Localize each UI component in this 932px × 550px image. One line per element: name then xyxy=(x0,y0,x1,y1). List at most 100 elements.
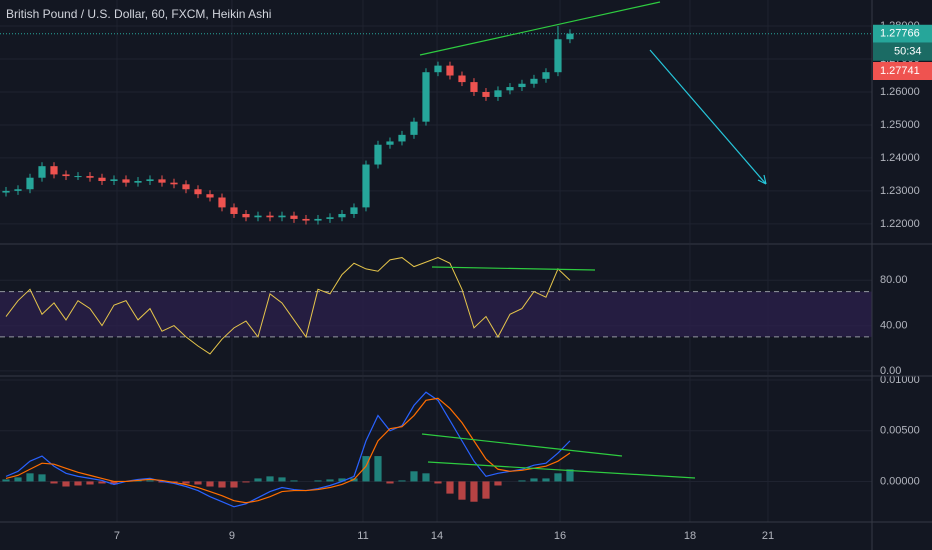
histogram-bar xyxy=(86,481,94,485)
candle-body xyxy=(2,190,10,193)
candle-body xyxy=(146,179,154,182)
candle-body xyxy=(530,78,538,84)
candle-body xyxy=(566,33,574,40)
candle-body xyxy=(290,215,298,219)
chart-title: British Pound / U.S. Dollar, 60, FXCM, H… xyxy=(6,7,271,21)
y-tick-label: 0.00 xyxy=(880,365,901,377)
candle-body xyxy=(98,177,106,182)
candle-body xyxy=(374,144,382,165)
y-tick-label: 1.23000 xyxy=(880,185,920,197)
candle-body xyxy=(170,182,178,185)
candle-body xyxy=(278,215,286,218)
histogram-bar xyxy=(38,474,46,482)
histogram-bar xyxy=(566,469,574,482)
candle-body xyxy=(422,72,430,122)
histogram-bar xyxy=(110,481,118,485)
histogram-bar xyxy=(446,481,454,494)
trend-line xyxy=(427,461,696,479)
countdown-label: 50:34 xyxy=(894,46,922,58)
histogram-bar xyxy=(374,456,382,482)
candle-body xyxy=(266,215,274,218)
price-label-box xyxy=(873,62,932,80)
y-tick-label: 1.24000 xyxy=(880,152,920,164)
macd-line xyxy=(5,391,571,508)
y-tick-label: 0.00000 xyxy=(880,475,920,487)
candle-body xyxy=(134,181,142,183)
x-tick-label: 14 xyxy=(431,530,443,542)
histogram-bar xyxy=(554,473,562,482)
histogram-bar xyxy=(230,481,238,488)
candle-body xyxy=(482,91,490,97)
candle-body xyxy=(182,184,190,190)
histogram-bar xyxy=(2,479,10,482)
candle-body xyxy=(26,177,34,190)
candle-body xyxy=(506,87,514,91)
candle-body xyxy=(338,213,346,218)
candle-body xyxy=(122,179,130,183)
arrow-line xyxy=(649,49,767,185)
candle-body xyxy=(446,65,454,76)
trend-line xyxy=(421,433,623,457)
rsi-band xyxy=(0,291,872,337)
y-tick-label: 1.26000 xyxy=(880,86,920,98)
histogram-bar xyxy=(278,477,286,482)
price-label-box xyxy=(873,24,932,43)
candle-body xyxy=(434,65,442,73)
candle-body xyxy=(86,176,94,178)
y-tick-label: 0.00500 xyxy=(880,425,920,437)
trend-line xyxy=(431,266,596,271)
histogram-bar xyxy=(410,471,418,482)
y-tick-label: 1.22000 xyxy=(880,218,920,230)
histogram-bar xyxy=(314,480,322,482)
candle-body xyxy=(14,189,22,191)
candle-body xyxy=(230,207,238,214)
histogram-bar xyxy=(326,479,334,482)
candle-body xyxy=(398,134,406,142)
x-tick-label: 9 xyxy=(229,530,235,542)
candle-body xyxy=(38,166,46,178)
histogram-bar xyxy=(14,477,22,482)
histogram-bar xyxy=(218,481,226,488)
histogram-bar xyxy=(74,481,82,486)
candle-body xyxy=(74,176,82,178)
candle-body xyxy=(554,39,562,73)
histogram-bar xyxy=(62,481,70,487)
candle-body xyxy=(254,215,262,218)
histogram-bar xyxy=(338,478,346,482)
histogram-bar xyxy=(398,480,406,482)
countdown-box xyxy=(873,42,932,61)
candle-body xyxy=(158,179,166,183)
histogram-bar xyxy=(194,481,202,485)
prev-price-label: 1.27741 xyxy=(880,65,920,77)
x-tick-label: 21 xyxy=(762,530,774,542)
x-tick-label: 7 xyxy=(114,530,120,542)
candle-body xyxy=(242,213,250,218)
candle-body xyxy=(470,82,478,92)
histogram-bar xyxy=(470,481,478,502)
histogram-bar xyxy=(494,481,502,486)
candle-body xyxy=(386,141,394,145)
histogram-bar xyxy=(518,480,526,482)
candle-body xyxy=(326,217,334,219)
histogram-bar xyxy=(482,481,490,499)
histogram-bar xyxy=(542,478,550,482)
histogram-bar xyxy=(266,476,274,482)
candle-body xyxy=(542,72,550,79)
histogram-bar xyxy=(290,480,298,482)
candle-body xyxy=(410,121,418,135)
candle-body xyxy=(518,83,526,88)
histogram-bar xyxy=(458,481,466,500)
trend-line xyxy=(419,1,661,56)
candle-body xyxy=(62,174,70,177)
candle-body xyxy=(362,164,370,208)
histogram-bar xyxy=(182,481,190,484)
x-tick-label: 11 xyxy=(357,530,368,542)
candle-body xyxy=(218,197,226,208)
x-tick-label: 16 xyxy=(554,530,566,542)
candle-body xyxy=(302,218,310,221)
candle-body xyxy=(50,166,58,175)
y-tick-label: 40.00 xyxy=(880,319,908,331)
candle-body xyxy=(494,90,502,97)
